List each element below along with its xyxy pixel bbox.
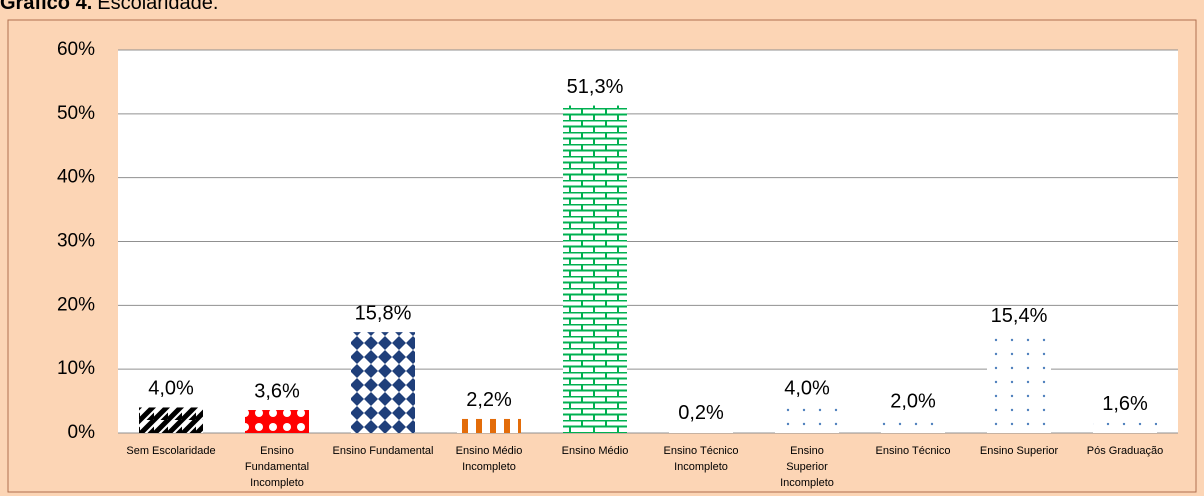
value-label: 2,2%	[466, 389, 512, 411]
y-tick-label: 0%	[68, 422, 96, 443]
y-tick-label: 50%	[57, 103, 95, 124]
x-tick-label: Ensino Fundamental Incompleto	[244, 445, 310, 489]
title-text: Escolaridade.	[97, 0, 218, 14]
x-tick-label: Sem Escolaridade	[126, 445, 216, 457]
y-tick-label: 60%	[57, 39, 95, 60]
x-tick-label: Ensino Fundamental	[332, 445, 434, 457]
value-label: 51,3%	[567, 76, 624, 98]
bar	[139, 407, 203, 433]
bar	[775, 407, 839, 433]
bar	[457, 418, 521, 433]
value-label: 4,0%	[148, 378, 194, 400]
x-tick-label: Ensino Superior Incompleto	[780, 445, 834, 489]
value-label: 1,6%	[1102, 393, 1148, 415]
bar	[245, 410, 309, 433]
value-label: 3,6%	[254, 380, 300, 402]
chart-title: Gráfico 4. Escolaridade.	[0, 0, 218, 14]
x-tick-label: Ensino Médio	[561, 445, 629, 457]
bar	[351, 332, 415, 433]
y-tick-label: 40%	[57, 167, 95, 188]
title-label: Gráfico 4.	[0, 0, 92, 14]
x-tick-label: Ensino Técnico	[875, 445, 951, 457]
y-tick-label: 10%	[57, 358, 95, 379]
bar	[1093, 422, 1157, 433]
y-tick-label: 30%	[57, 231, 95, 252]
bar	[987, 334, 1051, 433]
value-label: 2,0%	[890, 391, 936, 413]
bar	[669, 431, 733, 433]
value-label: 0,2%	[678, 402, 724, 424]
bar	[881, 420, 945, 433]
x-tick-label: Pós Graduação	[1086, 445, 1164, 457]
value-label: 4,0%	[784, 378, 830, 400]
x-tick-label: Ensino Superior	[979, 445, 1059, 457]
value-label: 15,4%	[991, 305, 1048, 327]
x-tick-label: Ensino Médio Incompleto	[455, 445, 523, 473]
y-tick-label: 20%	[57, 294, 95, 315]
bar	[563, 105, 627, 433]
value-label: 15,8%	[355, 302, 412, 324]
x-tick-label: Ensino Técnico Incompleto	[663, 445, 739, 473]
